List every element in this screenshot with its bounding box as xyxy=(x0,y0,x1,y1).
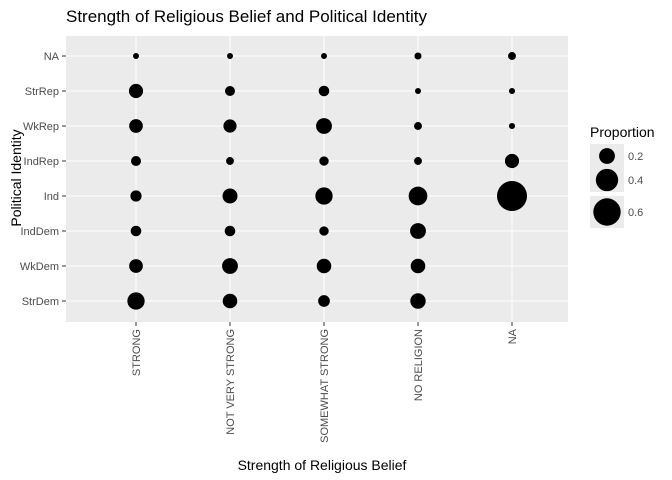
point-not-very-strong-wkdem xyxy=(222,258,238,274)
y-axis: StrDem WkDem IndDem Ind IndRep WkRep StrRep NA xyxy=(20,51,66,308)
point-na-ind xyxy=(497,181,527,211)
point-not-very-strong-na xyxy=(227,53,233,59)
y-tick-label-wkdem: WkDem xyxy=(20,261,59,273)
point-na-strrep xyxy=(508,87,516,95)
point-somewhat-strong-ind xyxy=(315,187,333,205)
points-layer xyxy=(127,52,527,310)
point-not-very-strong-strdem xyxy=(222,293,238,309)
y-tick-label-wkrep: WkRep xyxy=(23,121,59,133)
point-strong-strrep xyxy=(128,83,144,99)
y-tick-label-na: NA xyxy=(44,51,60,63)
point-strong-na xyxy=(133,53,139,59)
y-tick-label-inddem: IndDem xyxy=(20,226,59,238)
point-strong-wkdem xyxy=(129,259,143,273)
x-tick-label-no-religion: NO RELIGION xyxy=(413,329,425,401)
point-somewhat-strong-wkrep xyxy=(316,118,332,134)
point-somewhat-strong-strrep xyxy=(318,85,330,97)
point-somewhat-strong-inddem xyxy=(319,226,329,236)
point-somewhat-strong-na xyxy=(321,53,327,59)
legend-point-0-4 xyxy=(595,168,619,192)
point-strong-strdem xyxy=(127,292,145,310)
point-no-religion-inddem xyxy=(410,223,426,239)
legend-point-0-2 xyxy=(599,148,615,164)
point-strong-ind xyxy=(130,190,142,202)
legend-point-0-6 xyxy=(593,198,621,226)
point-na-na xyxy=(508,52,516,60)
chart-title: Strength of Religious Belief and Politic… xyxy=(66,7,427,26)
point-no-religion-strrep xyxy=(415,88,421,94)
point-not-very-strong-strrep xyxy=(225,86,235,96)
point-no-religion-indrep xyxy=(414,157,422,165)
point-not-very-strong-inddem xyxy=(224,225,236,237)
y-tick-label-indrep: IndRep xyxy=(24,156,59,168)
point-no-religion-wkrep xyxy=(414,122,422,130)
y-tick-label-ind: Ind xyxy=(44,191,59,203)
point-somewhat-strong-wkdem xyxy=(316,258,332,274)
x-tick-label-somewhat-strong: SOMEWHAT STRONG xyxy=(319,329,331,443)
point-no-religion-na xyxy=(414,52,422,60)
x-axis-title: Strength of Religious Belief xyxy=(238,457,407,473)
point-no-religion-wkdem xyxy=(410,258,426,274)
x-axis: STRONG NOT VERY STRONG SOMEWHAT STRONG NO R… xyxy=(131,322,519,443)
y-axis-title: Political Identity xyxy=(8,129,24,226)
legend-label-0-2: 0.2 xyxy=(628,151,643,163)
point-not-very-strong-indrep xyxy=(226,157,234,165)
point-na-indrep xyxy=(504,153,520,169)
size-legend: Proportion 0.2 0.4 0.6 xyxy=(590,124,655,228)
point-na-wkrep xyxy=(508,122,516,130)
point-somewhat-strong-indrep xyxy=(319,156,329,166)
y-tick-label-strdem: StrDem xyxy=(22,296,59,308)
legend-label-0-4: 0.4 xyxy=(628,175,643,187)
point-strong-indrep xyxy=(131,156,141,166)
legend-label-0-6: 0.6 xyxy=(628,207,643,219)
x-tick-label-na: NA xyxy=(507,328,519,344)
legend-title: Proportion xyxy=(590,124,655,140)
x-tick-label-strong: STRONG xyxy=(131,329,143,376)
plot-panel xyxy=(66,36,568,322)
point-strong-wkrep xyxy=(129,119,143,133)
point-somewhat-strong-strdem xyxy=(318,295,330,307)
point-strong-inddem xyxy=(130,225,142,237)
point-not-very-strong-wkrep xyxy=(223,119,237,133)
point-no-religion-ind xyxy=(408,186,428,206)
x-tick-label-not-very-strong: NOT VERY STRONG xyxy=(225,329,237,435)
point-no-religion-strdem xyxy=(410,293,426,309)
point-not-very-strong-ind xyxy=(222,188,238,204)
y-tick-label-strrep: StrRep xyxy=(25,86,59,98)
